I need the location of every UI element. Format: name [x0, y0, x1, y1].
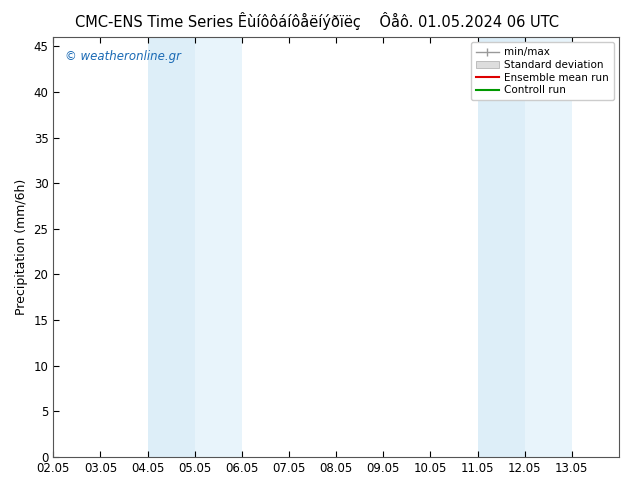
- Y-axis label: Precipitation (mm/6h): Precipitation (mm/6h): [15, 179, 28, 315]
- Bar: [477, 37, 525, 457]
- Text: CMC-ENS Time Series Êùíôôáíôåëíýðïëç    Ôåô. 01.05.2024 06 UTC: CMC-ENS Time Series Êùíôôáíôåëíýðïëç Ôåô…: [75, 12, 559, 30]
- Bar: [525, 37, 572, 457]
- Bar: [195, 37, 242, 457]
- Text: © weatheronline.gr: © weatheronline.gr: [65, 49, 181, 63]
- Legend: min/max, Standard deviation, Ensemble mean run, Controll run: min/max, Standard deviation, Ensemble me…: [470, 42, 614, 100]
- Bar: [148, 37, 195, 457]
